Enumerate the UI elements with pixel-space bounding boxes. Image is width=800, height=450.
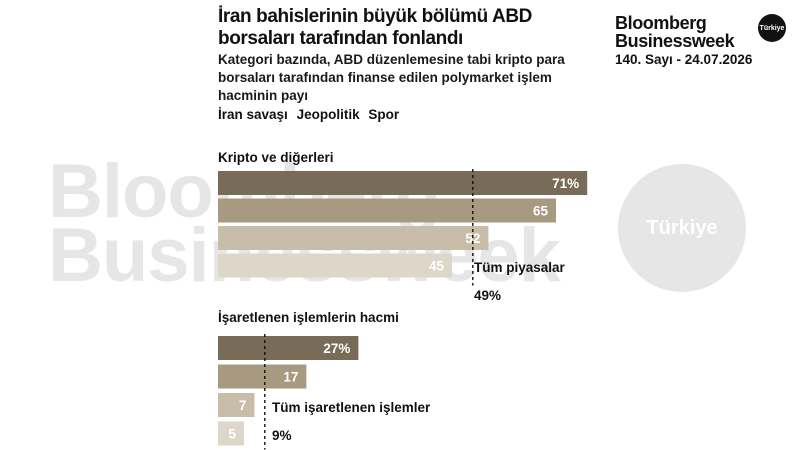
bar-label: 52 <box>465 231 480 246</box>
brand-logo: Bloomberg Businessweek 140. Sayı - 24.07… <box>615 14 795 67</box>
bar-label: 7 <box>239 398 247 413</box>
brand-badge: Türkiye <box>758 14 786 42</box>
legend-item-sports: Spor <box>368 107 400 122</box>
chart-subtitle: Kategori bazında, ABD düzenlemesine tabi… <box>218 52 565 103</box>
brand-name-line1: Bloomberg <box>615 13 707 33</box>
bar-label: 71% <box>552 176 579 191</box>
watermark-badge: Türkiye <box>618 164 746 292</box>
bar-label: 27% <box>323 341 350 356</box>
bar <box>218 171 588 195</box>
reference-label: Tüm işaretlenen işlemler <box>272 400 431 415</box>
panel-title: İşaretlenen işlemlerin hacmi <box>218 310 399 325</box>
reference-value: 49% <box>474 288 501 303</box>
bar-label: 5 <box>228 427 236 442</box>
legend-item-geopolitics: Jeopolitik <box>296 107 360 122</box>
legend: İran savaşı Jeopolitik Spor <box>218 107 404 122</box>
bar <box>218 198 556 223</box>
brand-name-line2: Businessweek <box>615 31 735 51</box>
bar <box>218 253 452 278</box>
panel-title: Kripto ve diğerleri <box>218 150 334 165</box>
legend-item-iran: İran savaşı <box>218 107 288 122</box>
bar <box>218 393 255 417</box>
chart-title: İran bahislerinin büyük bölümü ABD borsa… <box>218 6 533 49</box>
bar <box>218 226 489 250</box>
issue-info: 140. Sayı - 24.07.2026 <box>615 52 753 67</box>
reference-value: 9% <box>272 428 292 443</box>
bar-label: 65 <box>533 204 549 219</box>
reference-label: Tüm piyasalar <box>474 260 566 275</box>
bar <box>218 421 244 446</box>
bar <box>218 364 307 389</box>
bar <box>218 336 359 360</box>
bar-label: 17 <box>283 370 298 385</box>
bar-label: 45 <box>429 259 445 274</box>
